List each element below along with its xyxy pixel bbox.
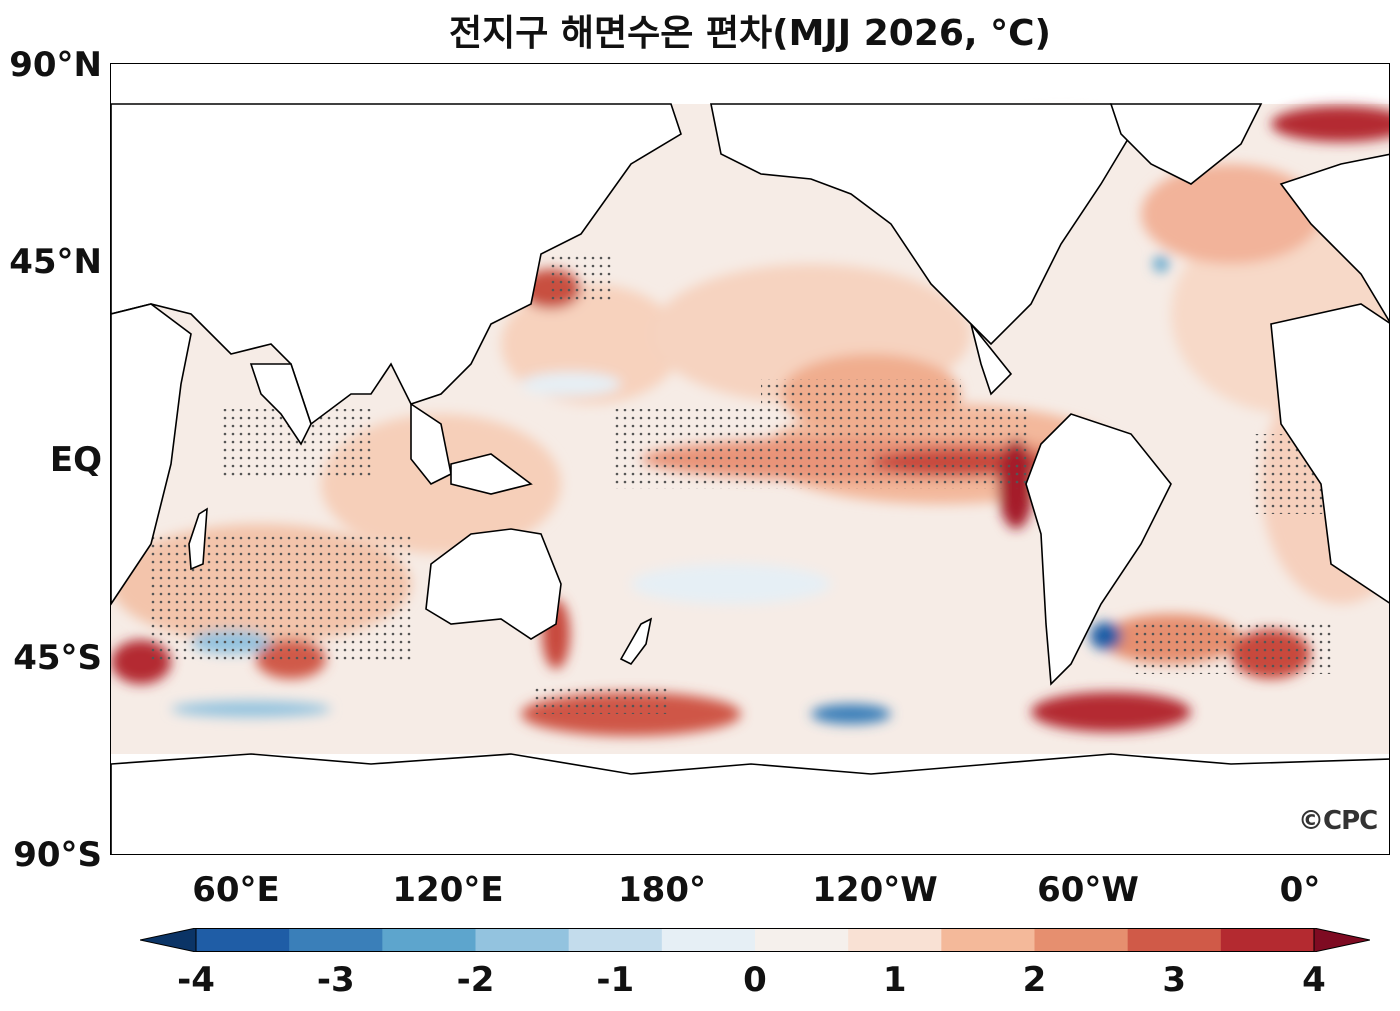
- map-canvas: [111, 103, 1389, 854]
- colorbar-tick-label: -3: [316, 960, 355, 1000]
- colorbar-segment: [475, 928, 570, 952]
- colorbar-segment: [568, 928, 663, 952]
- colorbar-extend-min: [140, 928, 197, 952]
- lat-label-45s: 45°S: [13, 638, 102, 678]
- colorbar-segment: [661, 928, 756, 952]
- colorbar-border: [195, 928, 1315, 952]
- lon-label-60e: 60°E: [192, 870, 280, 910]
- colorbar-segment: [1127, 928, 1222, 952]
- colorbar-segment: [848, 928, 942, 952]
- lon-label-120w: 120°W: [812, 870, 938, 910]
- lat-label-45n: 45°N: [9, 242, 102, 282]
- colorbar: [140, 928, 1370, 952]
- colorbar-segment: [382, 928, 476, 952]
- lon-label-120e: 120°E: [392, 870, 504, 910]
- lat-label-90n: 90°N: [9, 45, 102, 85]
- lat-label-eq: EQ: [49, 440, 102, 480]
- cpc-logo: ©CPC: [1298, 806, 1378, 836]
- land-masses: [111, 103, 1389, 854]
- colorbar-tick-label: -2: [456, 960, 495, 1000]
- colorbar-segment: [196, 928, 290, 952]
- lon-label-180: 180°: [618, 870, 706, 910]
- sst-anomaly-map: [110, 63, 1390, 855]
- lon-label-60w: 60°W: [1037, 870, 1139, 910]
- map-title: 전지구 해면수온 편차(MJJ 2026, °C): [448, 13, 1052, 54]
- colorbar-tick-label: 1: [882, 960, 907, 1000]
- lon-label-0: 0°: [1279, 870, 1321, 910]
- colorbar-segment: [1220, 928, 1315, 952]
- colorbar-tick-label: 3: [1162, 960, 1187, 1000]
- colorbar-extend-max: [1313, 928, 1370, 952]
- colorbar-tick-label: 0: [743, 960, 767, 1000]
- colorbar-segment: [755, 928, 849, 952]
- colorbar-tick-label: -1: [596, 960, 635, 1000]
- colorbar-segment: [289, 928, 383, 952]
- colorbar-tick-label: 4: [1302, 960, 1326, 1000]
- lat-label-90s: 90°S: [13, 835, 102, 875]
- colorbar-segment: [1034, 928, 1129, 952]
- colorbar-tick-label: 2: [1022, 960, 1047, 1000]
- colorbar-segment: [941, 928, 1035, 952]
- colorbar-tick-label: -4: [177, 960, 215, 1000]
